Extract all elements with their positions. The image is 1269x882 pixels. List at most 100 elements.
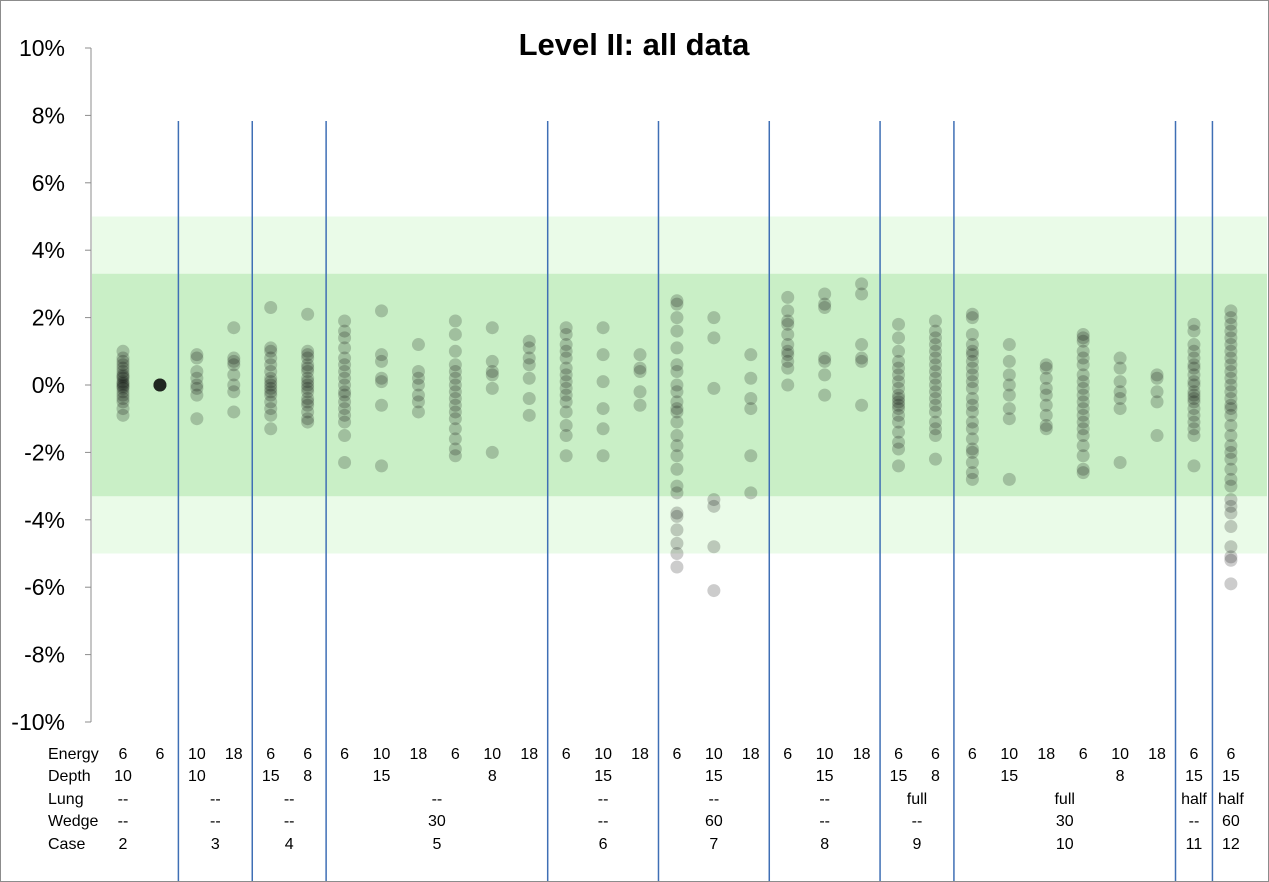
data-point — [1076, 334, 1090, 348]
data-point — [485, 445, 499, 459]
data-point — [264, 371, 278, 385]
data-point — [448, 365, 462, 379]
data-point — [670, 402, 684, 416]
data-point — [1039, 398, 1053, 412]
data-point — [1224, 553, 1238, 567]
data-point — [744, 402, 758, 416]
lung-cell: half — [1218, 791, 1244, 808]
data-point — [1076, 439, 1090, 453]
data-point — [116, 354, 130, 368]
data-point — [338, 388, 352, 402]
data-point — [928, 338, 942, 352]
data-point — [1076, 466, 1090, 480]
depth-cell: 15 — [816, 768, 834, 785]
y-tick-label: 4% — [32, 237, 65, 263]
data-point — [892, 317, 906, 331]
data-point — [965, 381, 979, 395]
data-point — [818, 297, 832, 311]
y-tick-label: -6% — [24, 574, 65, 600]
data-point — [1224, 402, 1238, 416]
data-point — [1039, 371, 1053, 385]
data-point — [1076, 429, 1090, 443]
data-point — [670, 358, 684, 372]
data-point — [301, 351, 315, 365]
data-point — [301, 398, 315, 412]
data-point — [892, 361, 906, 375]
data-point — [781, 317, 795, 331]
data-point — [965, 307, 979, 321]
data-point — [264, 300, 278, 314]
data-point — [338, 314, 352, 328]
data-point — [1187, 391, 1201, 405]
energy-cell: 6 — [1079, 746, 1088, 763]
data-point — [116, 385, 130, 399]
data-point — [1224, 520, 1238, 534]
data-point — [1002, 472, 1016, 486]
lung-cell: -- — [709, 791, 720, 808]
data-point — [264, 381, 278, 395]
data-point — [1113, 385, 1127, 399]
data-point — [227, 321, 241, 335]
data-point — [965, 398, 979, 412]
data-point — [892, 442, 906, 456]
data-point — [522, 351, 536, 365]
data-point — [892, 381, 906, 395]
data-point — [116, 376, 130, 390]
data-point — [1076, 344, 1090, 358]
data-point — [1076, 358, 1090, 372]
group-separators — [177, 121, 1214, 881]
data-point — [670, 365, 684, 379]
data-point — [892, 331, 906, 345]
data-point — [301, 378, 315, 392]
data-point — [1113, 361, 1127, 375]
data-point — [633, 398, 647, 412]
y-tick-label: 8% — [32, 102, 65, 128]
data-point — [190, 371, 204, 385]
data-point — [1076, 462, 1090, 476]
y-tick-label: -4% — [24, 507, 65, 533]
tolerance-band-1 — [92, 273, 1267, 497]
data-point — [1150, 368, 1164, 382]
data-point — [227, 385, 241, 399]
data-point — [707, 331, 721, 345]
lung-cell: -- — [819, 791, 830, 808]
data-point — [928, 344, 942, 358]
y-tick-label: 10% — [19, 35, 65, 61]
energy-cell: 6 — [451, 746, 460, 763]
case-cell: 12 — [1222, 836, 1240, 853]
data-point — [411, 371, 425, 385]
data-point — [1224, 391, 1238, 405]
data-point — [596, 321, 610, 335]
data-point — [1224, 462, 1238, 476]
data-point — [670, 449, 684, 463]
data-point — [448, 391, 462, 405]
wedge-cell: -- — [598, 813, 609, 830]
case-cell: 2 — [119, 836, 128, 853]
data-point — [264, 378, 278, 392]
data-point — [116, 391, 130, 405]
data-point — [338, 358, 352, 372]
data-point — [670, 297, 684, 311]
data-point — [892, 391, 906, 405]
data-point — [781, 344, 795, 358]
y-tick-label: 0% — [32, 372, 65, 398]
data-point — [892, 435, 906, 449]
energy-cell: 10 — [483, 746, 501, 763]
data-point — [1224, 365, 1238, 379]
data-point — [190, 378, 204, 392]
data-point — [965, 361, 979, 375]
data-point — [522, 391, 536, 405]
data-point — [1224, 331, 1238, 345]
data-point — [227, 354, 241, 368]
data-point — [1187, 388, 1201, 402]
data-point — [1224, 479, 1238, 493]
data-point — [1187, 459, 1201, 473]
data-point — [965, 415, 979, 429]
data-point — [1224, 506, 1238, 520]
y-axis: 10% 8% 6% 4% 2% 0% -2% -4% -6% -8% -10% — [11, 35, 92, 735]
data-point — [411, 365, 425, 379]
data-point — [1187, 395, 1201, 409]
data-point — [264, 351, 278, 365]
data-point — [559, 405, 573, 419]
